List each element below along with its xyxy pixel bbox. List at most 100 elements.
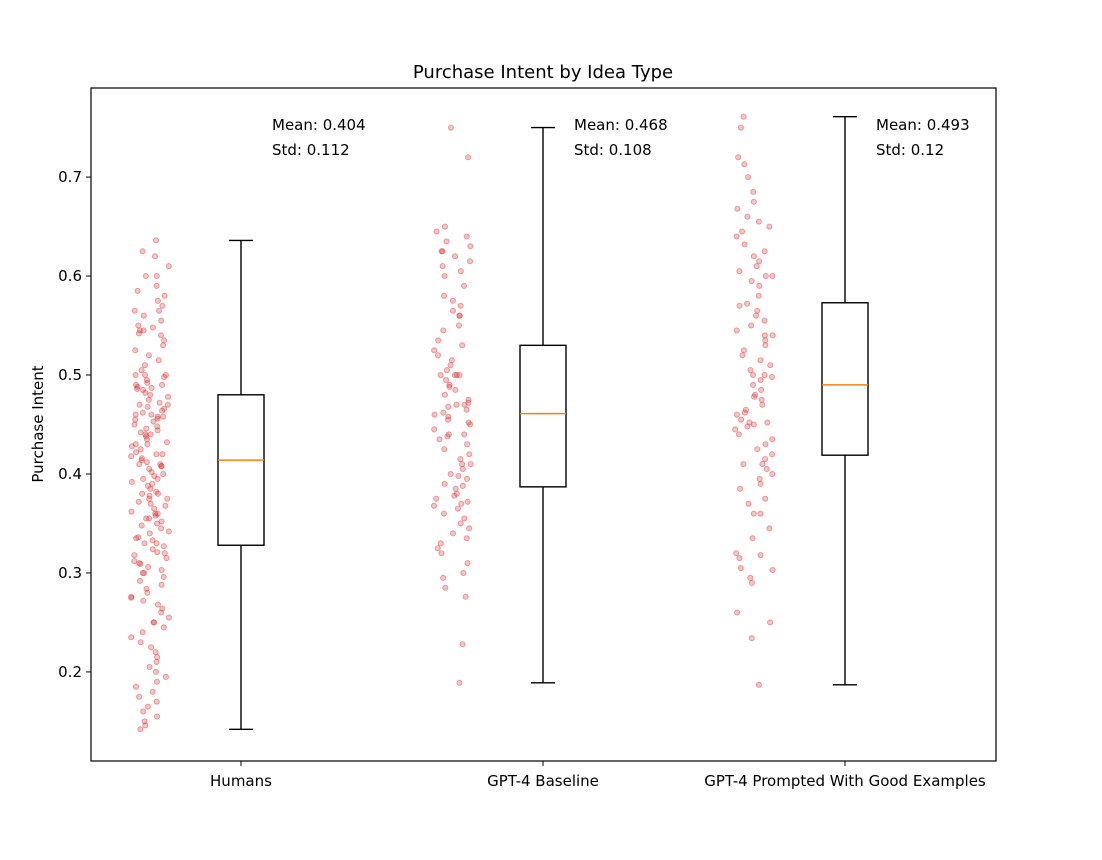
scatter-point bbox=[441, 446, 448, 453]
box-plot-0 bbox=[217, 239, 265, 731]
scatter-point bbox=[150, 619, 157, 626]
scatter-point bbox=[741, 409, 748, 416]
scatter-point bbox=[132, 381, 139, 388]
x-tick-label: Humans bbox=[210, 772, 272, 790]
scatter-point bbox=[733, 327, 740, 334]
scatter-point bbox=[128, 508, 135, 515]
scatter-point bbox=[459, 641, 466, 648]
scatter-point bbox=[769, 567, 776, 574]
scatter-point bbox=[465, 399, 472, 406]
scatter-point bbox=[456, 312, 463, 319]
scatter-point bbox=[454, 505, 461, 512]
scatter-point bbox=[141, 371, 148, 378]
scatter-point bbox=[441, 391, 448, 398]
scatter-point bbox=[463, 233, 470, 240]
x-tick-label: GPT-4 Baseline bbox=[487, 772, 599, 790]
scatter-point bbox=[748, 277, 755, 284]
scatter-point bbox=[446, 381, 453, 388]
scatter-point bbox=[750, 188, 757, 195]
scatter-point bbox=[132, 347, 139, 354]
box-iqr bbox=[217, 394, 265, 546]
scatter-point bbox=[143, 515, 150, 522]
scatter-point bbox=[154, 297, 161, 304]
scatter-point bbox=[440, 409, 447, 416]
scatter-point bbox=[163, 439, 170, 446]
scatter-point bbox=[128, 453, 135, 460]
scatter-point bbox=[148, 384, 155, 391]
scatter-point bbox=[754, 307, 761, 314]
scatter-point bbox=[736, 302, 743, 309]
stats-annotations: Mean: 0.404 Std: 0.112 Mean: 0.468 Std: 0.1… bbox=[272, 116, 970, 159]
scatter-point bbox=[445, 416, 452, 423]
scatter-point bbox=[158, 463, 165, 470]
scatter-point bbox=[138, 367, 145, 374]
scatter-point bbox=[751, 393, 758, 400]
scatter-point bbox=[147, 431, 154, 438]
scatter-point bbox=[157, 332, 164, 339]
scatter-point bbox=[138, 455, 145, 462]
scatter-point bbox=[133, 535, 140, 542]
scatter-point bbox=[757, 552, 764, 559]
scatter-point bbox=[456, 679, 463, 686]
scatter-point bbox=[160, 470, 167, 477]
scatter-point bbox=[452, 253, 459, 260]
scatter-point bbox=[744, 213, 751, 220]
scatter-point bbox=[759, 401, 766, 408]
scatter-point bbox=[741, 241, 748, 248]
scatter-point bbox=[141, 570, 148, 577]
scatter-point bbox=[448, 357, 455, 364]
scatter-point bbox=[457, 520, 464, 527]
scatter-point bbox=[735, 154, 742, 161]
scatter-point bbox=[433, 228, 440, 235]
scatter-point bbox=[756, 282, 763, 289]
scatter-point bbox=[153, 659, 160, 666]
scatter-point bbox=[144, 379, 151, 386]
scatter-point bbox=[132, 441, 139, 448]
scatter-point bbox=[467, 243, 474, 250]
std-annotation: Std: 0.12 bbox=[876, 141, 944, 159]
scatter-point bbox=[462, 593, 469, 600]
scatter-point bbox=[750, 421, 757, 428]
scatter-point bbox=[442, 584, 449, 591]
scatter-point bbox=[757, 480, 764, 487]
scatter-point bbox=[134, 383, 141, 390]
scatter-point bbox=[739, 352, 746, 359]
scatter-point bbox=[140, 597, 147, 604]
scatter-point bbox=[445, 403, 452, 410]
scatter-point bbox=[738, 416, 745, 423]
scatter-point bbox=[744, 300, 751, 307]
scatter-point bbox=[762, 337, 769, 344]
scatter-point bbox=[434, 545, 441, 552]
scatter-point bbox=[164, 401, 171, 408]
scatter-point bbox=[154, 520, 161, 527]
scatter-point bbox=[154, 654, 161, 661]
scatter-point bbox=[143, 436, 150, 443]
scatter-point bbox=[769, 332, 776, 339]
scatter-point bbox=[745, 174, 752, 181]
scatter-point bbox=[154, 601, 161, 608]
scatter-point bbox=[750, 381, 757, 388]
scatter-point bbox=[144, 403, 151, 410]
scatter-point bbox=[736, 555, 743, 562]
scatter-point bbox=[447, 362, 454, 369]
scatter-point bbox=[154, 427, 161, 434]
scatter-point bbox=[755, 292, 762, 299]
y-tick: 0.6 bbox=[58, 267, 91, 285]
scatter-point bbox=[153, 488, 160, 495]
scatter-point bbox=[466, 451, 473, 458]
scatter-point bbox=[161, 550, 168, 557]
scatter-point bbox=[160, 413, 167, 420]
scatter-point bbox=[144, 441, 151, 448]
y-tick: 0.2 bbox=[58, 663, 91, 681]
scatter-point bbox=[762, 441, 769, 448]
scatter-point bbox=[443, 376, 450, 383]
scatter-point bbox=[154, 549, 161, 556]
mean-annotation: Mean: 0.493 bbox=[876, 116, 970, 134]
scatter-point bbox=[141, 540, 148, 547]
scatter-point bbox=[753, 263, 760, 270]
scatter-point bbox=[147, 391, 154, 398]
scatter-point bbox=[143, 376, 150, 383]
scatter-point bbox=[461, 431, 468, 438]
scatter-point bbox=[148, 468, 155, 475]
